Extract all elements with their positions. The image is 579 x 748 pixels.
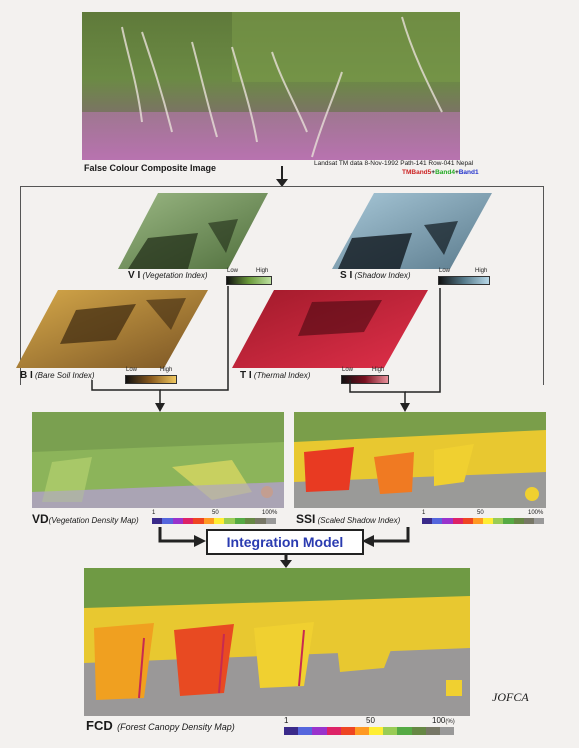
fcd-label: FCD (Forest Canopy Density Map): [86, 718, 235, 733]
scale-swatch: [452, 518, 463, 524]
vd-scale-mid: 50: [212, 510, 219, 516]
vi-high: High: [256, 268, 269, 274]
scale-swatch: [354, 727, 370, 735]
scale-swatch: [383, 727, 398, 735]
scale-swatch: [503, 518, 514, 524]
ssi-scale-min: 1: [422, 510, 426, 516]
landsat-metadata: Landsat TM data 8-Nov-1992 Path-141 Row-…: [314, 160, 474, 167]
si-color-ramp: [438, 276, 490, 285]
credit-jofca: JOFCA: [492, 690, 529, 704]
vegetation-density-map: [32, 412, 284, 508]
scale-swatch: [493, 518, 504, 524]
scale-swatch: [425, 727, 440, 735]
band-legend: TMBand5+Band4+Band1: [402, 169, 479, 176]
scale-swatch: [523, 518, 534, 524]
scale-swatch: [193, 518, 204, 524]
scale-swatch: [265, 518, 276, 524]
scale-swatch: [312, 727, 327, 735]
scale-swatch: [152, 518, 163, 524]
ssi-scale-max: 100%: [528, 510, 544, 516]
false-colour-composite-image: [82, 12, 460, 160]
shadow-index-image: [332, 193, 492, 269]
scale-swatch: [298, 727, 313, 735]
forest-canopy-density-map: [84, 568, 470, 716]
ti-label: T I (Thermal Index): [240, 370, 311, 381]
scaled-shadow-index-map: [294, 412, 546, 508]
bi-low: Low: [126, 367, 138, 373]
scale-swatch: [213, 518, 225, 524]
scale-swatch: [422, 518, 433, 524]
vd-label: VD(Vegetation Density Map): [32, 512, 139, 526]
vi-low: Low: [227, 268, 239, 274]
bare-soil-index-image: [16, 290, 208, 368]
scale-swatch: [462, 518, 473, 524]
ssi-scale-mid: 50: [477, 510, 484, 516]
scale-swatch: [472, 518, 484, 524]
index-panel-frame: [20, 186, 544, 385]
vegetation-index-image: [118, 193, 268, 269]
integration-model-label: Integration Model: [226, 534, 344, 550]
scale-swatch: [255, 518, 266, 524]
scale-swatch: [182, 518, 194, 524]
fcc-caption: False Colour Composite Image: [84, 163, 217, 173]
scale-swatch: [533, 518, 545, 524]
scale-swatch: [397, 727, 412, 735]
scale-swatch: [411, 727, 426, 735]
scale-swatch: [439, 727, 455, 735]
bi-high: High: [160, 367, 173, 373]
vd-scale-max: 100%: [262, 510, 278, 516]
bi-color-ramp: [125, 375, 177, 384]
thermal-index-image: [232, 290, 428, 368]
ti-color-ramp: [341, 375, 389, 384]
ti-low: Low: [342, 367, 354, 373]
scale-swatch: [513, 518, 524, 524]
vi-color-ramp: [226, 276, 272, 285]
scale-swatch: [483, 518, 494, 524]
scale-swatch: [224, 518, 235, 524]
fcd-color-scale: [284, 727, 455, 735]
scale-swatch: [340, 727, 355, 735]
fcd-scale-min: 1: [284, 716, 289, 725]
ssi-color-scale: [422, 518, 545, 524]
scale-swatch: [162, 518, 173, 524]
scale-swatch: [369, 727, 384, 735]
ssi-label: SSI (Scaled Shadow Index): [296, 512, 401, 526]
scale-swatch: [234, 518, 245, 524]
fcd-scale-mid: 50: [366, 716, 375, 725]
scale-swatch: [326, 727, 341, 735]
scale-swatch: [172, 518, 183, 524]
scale-swatch: [203, 518, 214, 524]
scale-swatch: [284, 727, 299, 735]
vi-label: V I (Vegetation Index): [128, 270, 208, 281]
arrow-down-icon: [276, 166, 288, 187]
scale-swatch: [244, 518, 256, 524]
fcd-scale-max: 100(%): [432, 716, 455, 725]
scale-swatch: [432, 518, 443, 524]
scale-swatch: [442, 518, 453, 524]
si-high: High: [475, 268, 488, 274]
vd-scale-min: 1: [152, 510, 156, 516]
si-low: Low: [439, 268, 451, 274]
integration-model-box: Integration Model: [206, 529, 364, 555]
ti-high: High: [372, 367, 385, 373]
bi-label: B I (Bare Soil Index): [20, 370, 95, 381]
si-label: S I (Shadow Index): [340, 270, 411, 281]
vd-color-scale: [152, 518, 276, 524]
